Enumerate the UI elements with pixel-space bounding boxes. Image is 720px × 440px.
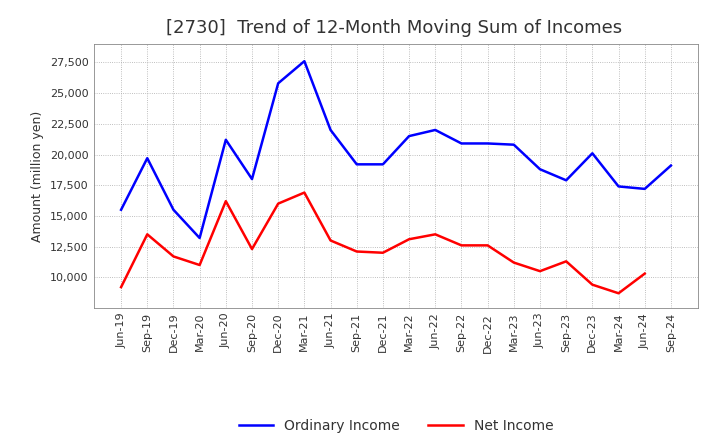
Ordinary Income bbox=[326, 127, 335, 132]
Net Income bbox=[562, 259, 570, 264]
Ordinary Income bbox=[457, 141, 466, 146]
Text: [2730]  Trend of 12-Month Moving Sum of Incomes: [2730] Trend of 12-Month Moving Sum of I… bbox=[166, 19, 622, 37]
Ordinary Income bbox=[562, 178, 570, 183]
Ordinary Income bbox=[117, 207, 125, 213]
Net Income bbox=[169, 254, 178, 259]
Net Income bbox=[431, 232, 440, 237]
Net Income bbox=[143, 232, 152, 237]
Net Income bbox=[483, 243, 492, 248]
Net Income bbox=[326, 238, 335, 243]
Net Income bbox=[405, 237, 413, 242]
Net Income bbox=[248, 246, 256, 252]
Line: Net Income: Net Income bbox=[121, 193, 644, 293]
Ordinary Income bbox=[640, 186, 649, 191]
Net Income bbox=[222, 198, 230, 204]
Ordinary Income bbox=[510, 142, 518, 147]
Ordinary Income bbox=[614, 184, 623, 189]
Line: Ordinary Income: Ordinary Income bbox=[121, 61, 671, 238]
Net Income bbox=[588, 282, 597, 287]
Net Income bbox=[379, 250, 387, 255]
Ordinary Income bbox=[352, 161, 361, 167]
Net Income bbox=[274, 201, 282, 206]
Ordinary Income bbox=[143, 156, 152, 161]
Ordinary Income bbox=[431, 127, 440, 132]
Ordinary Income bbox=[248, 176, 256, 182]
Net Income bbox=[614, 291, 623, 296]
Net Income bbox=[352, 249, 361, 254]
Net Income bbox=[117, 285, 125, 290]
Ordinary Income bbox=[483, 141, 492, 146]
Net Income bbox=[457, 243, 466, 248]
Ordinary Income bbox=[667, 163, 675, 168]
Ordinary Income bbox=[405, 133, 413, 139]
Net Income bbox=[640, 271, 649, 276]
Ordinary Income bbox=[222, 137, 230, 143]
Legend: Ordinary Income, Net Income: Ordinary Income, Net Income bbox=[233, 413, 559, 438]
Net Income bbox=[536, 268, 544, 274]
Ordinary Income bbox=[169, 207, 178, 213]
Ordinary Income bbox=[300, 59, 309, 64]
Net Income bbox=[300, 190, 309, 195]
Ordinary Income bbox=[588, 150, 597, 156]
Ordinary Income bbox=[379, 161, 387, 167]
Net Income bbox=[195, 262, 204, 268]
Ordinary Income bbox=[536, 167, 544, 172]
Ordinary Income bbox=[195, 235, 204, 241]
Ordinary Income bbox=[274, 81, 282, 86]
Net Income bbox=[510, 260, 518, 265]
Y-axis label: Amount (million yen): Amount (million yen) bbox=[32, 110, 45, 242]
